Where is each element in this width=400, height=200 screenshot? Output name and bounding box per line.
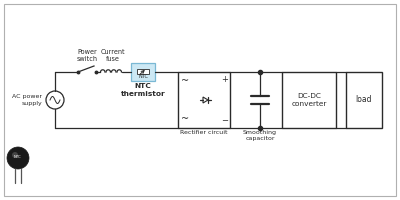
Text: AC power
supply: AC power supply	[12, 94, 42, 106]
Text: NTC: NTC	[138, 74, 148, 79]
Bar	[131, 63, 155, 81]
Text: Smoothing
capacitor: Smoothing capacitor	[243, 130, 277, 141]
Bar	[282, 72, 336, 128]
Text: NTC
thermistor: NTC thermistor	[121, 83, 165, 97]
Text: NTC: NTC	[14, 155, 22, 159]
Circle shape	[12, 152, 18, 158]
Text: Current
fuse: Current fuse	[101, 48, 125, 62]
Bar	[346, 72, 382, 128]
Text: Rectifier circuit: Rectifier circuit	[180, 130, 228, 135]
Text: Power
switch: Power switch	[76, 48, 98, 62]
Circle shape	[7, 147, 29, 169]
Text: load: load	[356, 96, 372, 104]
Bar	[137, 69, 149, 74]
Text: −: −	[222, 116, 228, 125]
Text: +: +	[222, 75, 228, 84]
Bar	[178, 72, 230, 128]
Text: DC-DC
converter: DC-DC converter	[291, 93, 327, 107]
Text: ~: ~	[181, 76, 189, 86]
Text: ~: ~	[181, 114, 189, 124]
